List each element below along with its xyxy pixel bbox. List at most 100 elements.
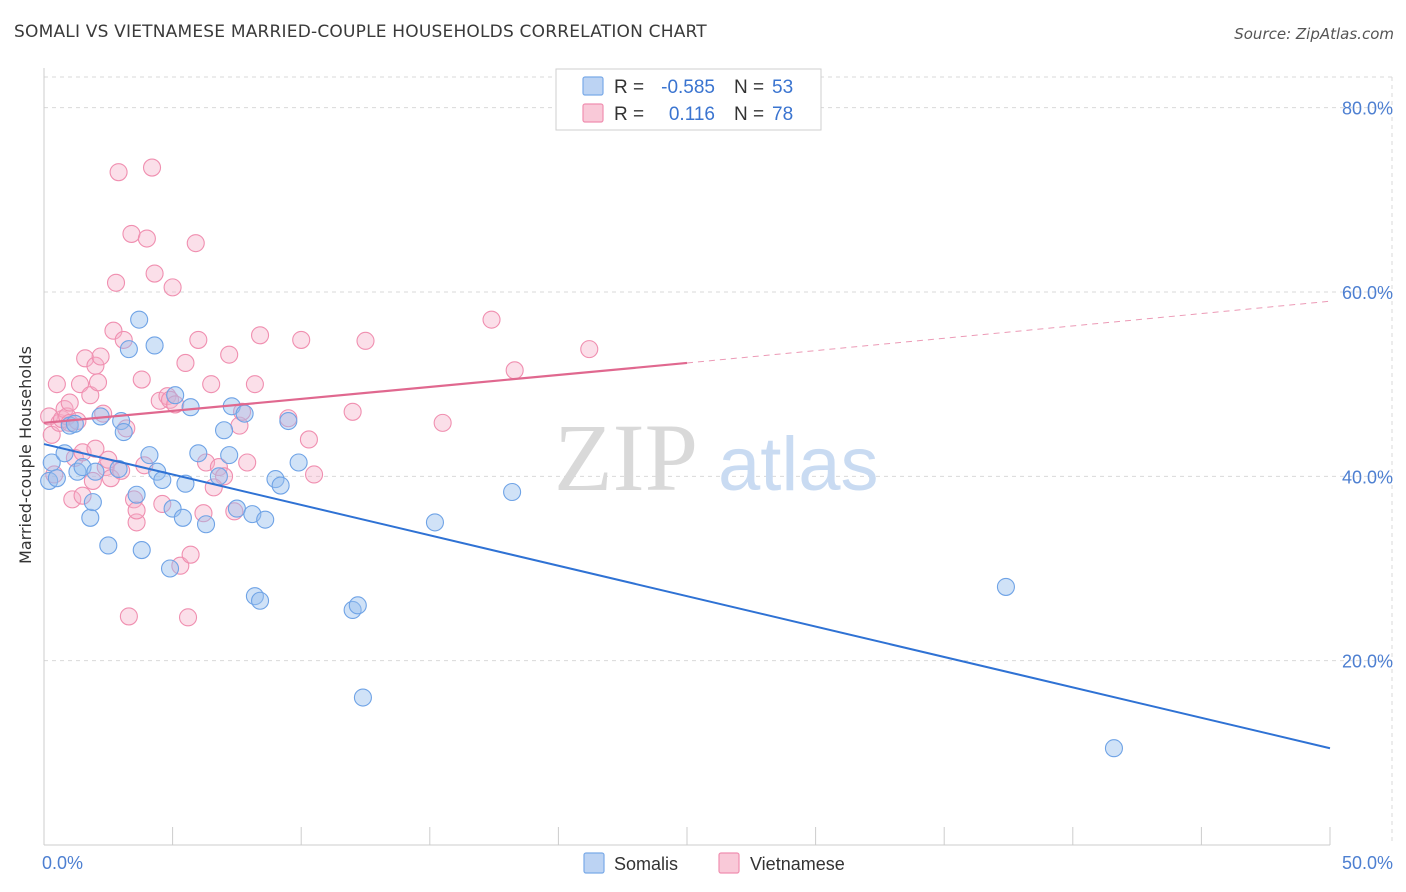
vietnamese-point — [119, 607, 138, 626]
vietnamese-point — [238, 453, 257, 472]
y-axis-label: Married-couple Households — [16, 346, 35, 564]
vietnamese-point — [60, 393, 79, 412]
somali-point — [289, 453, 308, 472]
vietnamese-point — [209, 458, 228, 477]
y-tick-label: 20.0% — [1342, 652, 1393, 672]
stats-legend-box: R = -0.585 N = 53 R = 0.116 N = 78 — [555, 68, 822, 131]
somali-point — [353, 688, 372, 707]
vietnamese-point — [214, 467, 234, 486]
somali-point — [214, 421, 234, 440]
vietnamese-point — [580, 340, 599, 359]
vietnamese-point — [137, 229, 156, 248]
vietnamese-legend-swatch — [582, 103, 604, 123]
vietnamese-n-value: 78 — [772, 104, 793, 125]
somali-r-value: -0.585 — [661, 77, 715, 98]
vietnamese-r-label: R = — [614, 104, 644, 125]
vietnamese-point — [163, 278, 182, 297]
somali-point — [425, 513, 444, 532]
somali-legend-swatch — [582, 76, 604, 96]
somali-point — [348, 596, 367, 615]
somali-point — [119, 340, 138, 359]
vietnamese-point — [299, 430, 318, 449]
somali-point — [1104, 739, 1124, 758]
grid-lines — [44, 76, 1393, 845]
somali-point — [220, 446, 239, 465]
y-tick-label: 40.0% — [1342, 467, 1393, 487]
vietnamese-point — [171, 556, 190, 575]
vietnamese-point — [104, 321, 123, 340]
watermark: ZIP atlas — [554, 404, 879, 511]
vietnamese-point — [194, 504, 213, 523]
somali-point — [127, 485, 146, 504]
vietnamese-point — [91, 347, 110, 366]
somali-point — [109, 459, 128, 479]
somali-point — [130, 310, 149, 329]
somali-point — [160, 559, 180, 578]
somali-n-value: 53 — [772, 77, 793, 98]
x-tick-label: 50.0% — [1342, 853, 1393, 873]
vietnamese-point — [433, 413, 452, 432]
vietnamese-n-label: N = — [734, 104, 764, 125]
vietnamese-point — [292, 330, 311, 349]
vietnamese-point — [189, 330, 208, 349]
somali-point — [140, 446, 159, 465]
somali-point — [166, 386, 185, 405]
somali-point — [114, 423, 133, 442]
somali-point — [65, 414, 84, 433]
x-tick-label: 0.0% — [42, 853, 83, 873]
chart-title: SOMALI VS VIETNAMESE MARRIED-COUPLE HOUS… — [14, 22, 707, 42]
somali-point — [47, 469, 66, 488]
watermark-zip: ZIP — [554, 404, 698, 511]
vietnamese-point — [76, 349, 95, 368]
vietnamese-r-value: 0.116 — [669, 104, 715, 125]
watermark-atlas: atlas — [718, 422, 879, 507]
somali-point — [503, 482, 522, 502]
vietnamese-point — [47, 375, 66, 394]
somali-point — [99, 536, 118, 555]
vietnamese-point — [101, 469, 120, 488]
somali-point — [145, 336, 164, 355]
vietnamese-point — [145, 264, 164, 283]
vietnamese-point — [232, 402, 252, 421]
somali-point — [250, 591, 270, 610]
data-points — [40, 158, 1124, 758]
vietnamese-point — [178, 608, 198, 627]
somali-point — [256, 510, 275, 529]
somali-point — [227, 499, 246, 518]
somali-point — [196, 515, 216, 534]
vietnamese-point — [356, 331, 375, 350]
somali-point — [83, 493, 102, 512]
vietnamese-point — [132, 370, 151, 389]
somali-point — [209, 467, 228, 486]
somali-point — [271, 476, 290, 495]
vietnamese-point — [114, 330, 133, 349]
vietnamese-point — [106, 273, 126, 292]
vietnamese-trend-line — [43, 361, 688, 424]
somali-point — [996, 577, 1015, 596]
somali-n-label: N = — [734, 77, 764, 98]
vietnamese-point — [343, 402, 362, 421]
somali-point — [279, 411, 298, 431]
vietnamese-point — [250, 326, 270, 345]
vietnamese-point — [505, 361, 524, 380]
somali-trend-line — [43, 443, 1331, 750]
vietnamese-point — [73, 486, 92, 505]
axes — [43, 68, 1331, 846]
somali-r-label: R = — [614, 77, 644, 98]
vietnamese-bottom-swatch — [718, 852, 740, 874]
vietnamese-legend-label: Vietnamese — [750, 854, 845, 874]
somali-point — [86, 462, 105, 481]
vietnamese-point — [220, 345, 239, 364]
y-tick-label: 80.0% — [1342, 99, 1393, 119]
vietnamese-point — [88, 373, 108, 392]
somali-point — [132, 541, 151, 560]
vietnamese-point — [63, 490, 82, 509]
tick-labels: 20.0% 40.0% 60.0% 80.0% 0.0% 50.0% — [42, 99, 1393, 873]
somali-point — [181, 398, 200, 417]
bottom-legend: Somalis Vietnamese — [583, 852, 845, 874]
vietnamese-point — [482, 310, 501, 329]
somali-point — [81, 508, 100, 527]
vietnamese-point — [176, 353, 195, 373]
vietnamese-point — [202, 375, 221, 394]
